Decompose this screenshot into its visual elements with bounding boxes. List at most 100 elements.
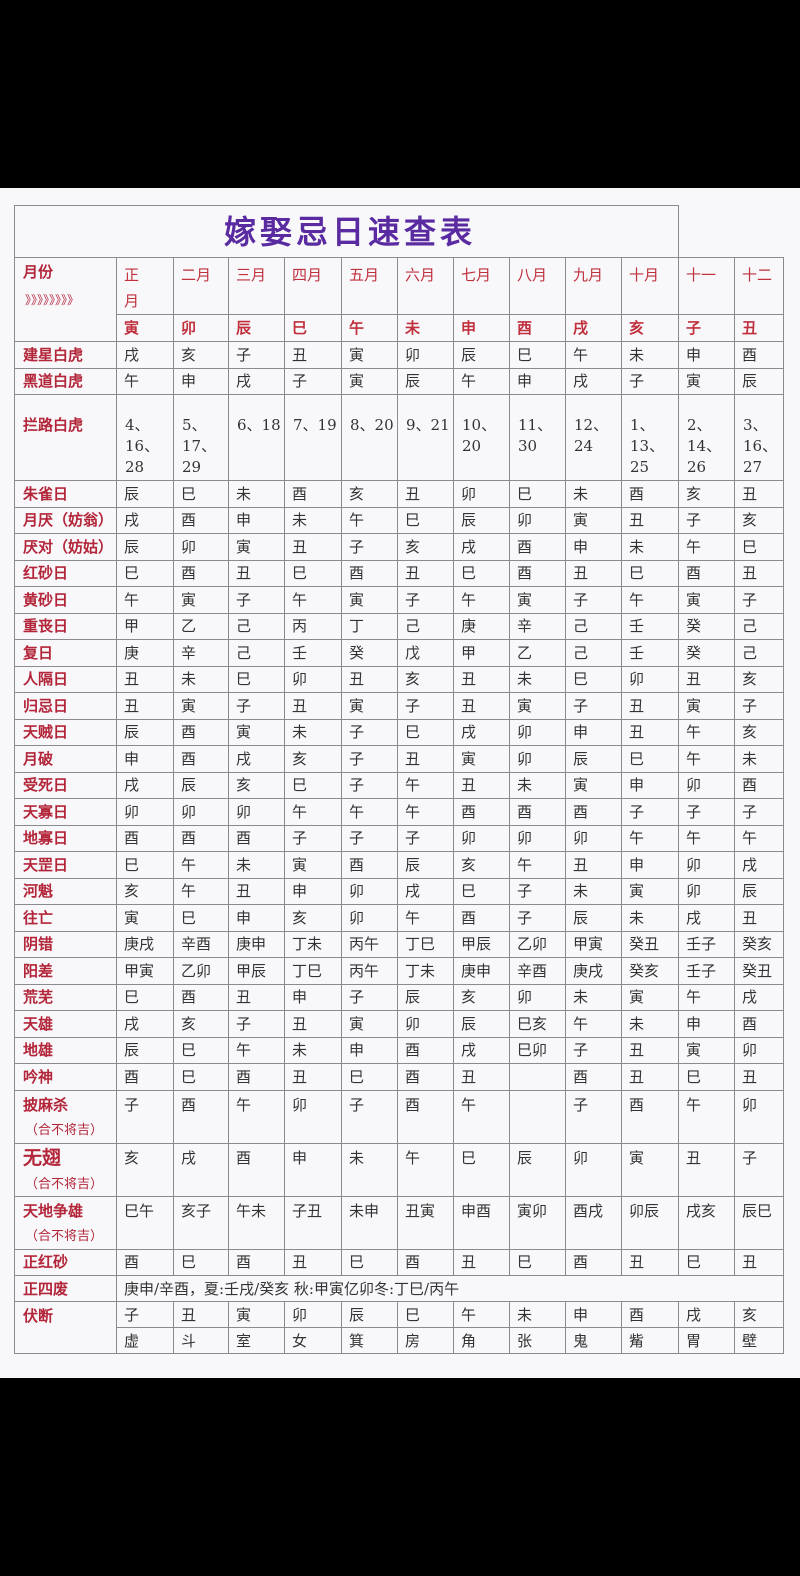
table-cell: 卯 <box>509 506 566 534</box>
row-label: 阴错 <box>23 935 54 954</box>
month-name: 十一 <box>686 266 717 284</box>
fuduan-mansion: 女 <box>284 1327 342 1354</box>
table-cell: 卯 <box>116 798 174 826</box>
row-label-cell: 披麻杀 （合不将吉） <box>14 1089 117 1144</box>
table-cell: 酉 <box>621 1089 679 1144</box>
table-cell: 丑 <box>734 1063 784 1091</box>
row-label: 天罡日 <box>23 855 69 874</box>
table-cell: 寅 <box>678 692 735 720</box>
table-cell: 巳 <box>173 1036 229 1064</box>
table-cell: 酉 <box>453 798 510 826</box>
table-cell: 戌 <box>116 1010 174 1038</box>
table-cell: 酉 <box>173 718 229 746</box>
table-cell: 辰 <box>397 983 454 1011</box>
table-cell: 戌 <box>116 771 174 799</box>
row-label-cell: 黄砂日 <box>14 586 117 614</box>
table-cell: 子 <box>734 586 784 614</box>
table-cell: 卯 <box>509 824 566 852</box>
table-cell: 己 <box>565 612 622 640</box>
table-cell: 子 <box>509 877 566 905</box>
row-label: 月厌（妨翁） <box>23 511 114 530</box>
table-cell: 卯 <box>734 1036 784 1064</box>
row-label-cell: 人隔日 <box>14 665 117 693</box>
table-cell: 申酉 <box>453 1195 510 1250</box>
row-label: 天寡日 <box>23 802 69 821</box>
table-cell: 卯 <box>173 798 229 826</box>
table-cell: 巳 <box>173 1063 229 1091</box>
table-cell: 丑 <box>453 771 510 799</box>
table-cell: 卯 <box>565 824 622 852</box>
table-cell: 申 <box>173 367 229 395</box>
table-row: 天寡日卯卯卯午午午酉酉酉子子子 <box>14 798 784 826</box>
table-cell: 巳 <box>509 341 566 369</box>
table-cell: 巳卯 <box>509 1036 566 1064</box>
table-cell: 丑 <box>621 1063 679 1091</box>
blank-corner <box>678 205 784 258</box>
row-label: 复日 <box>23 643 54 662</box>
table-cell: 辰 <box>565 904 622 932</box>
table-cell: 卯辰 <box>621 1195 679 1250</box>
month-header: 十一 <box>678 257 735 315</box>
row-label-cell: 建星白虎 <box>14 341 117 369</box>
table-cell: 辛酉 <box>509 957 566 985</box>
table-cell: 戌 <box>173 1142 229 1197</box>
table-row: 伏断子丑寅卯辰巳午未申酉戌亥 <box>14 1301 784 1354</box>
table-cell: 寅 <box>509 586 566 614</box>
table-cell: 寅 <box>678 367 735 395</box>
table-cell: 卯 <box>284 1089 342 1144</box>
table-cell: 酉 <box>228 1248 285 1276</box>
table-cell: 未申 <box>341 1195 398 1250</box>
table-cell: 酉 <box>173 559 229 587</box>
table-row: 正四废 庚申/辛酉，夏:壬戌/癸亥 秋:甲寅亿卯冬:丁巳/丙午 <box>14 1275 784 1302</box>
table-cell: 卯 <box>734 1089 784 1144</box>
table-cell: 寅 <box>341 586 398 614</box>
table-cell: 卯 <box>621 665 679 693</box>
table-cell: 癸 <box>678 612 735 640</box>
table-row: 红砂日巳酉丑巳酉丑巳酉丑巳酉丑 <box>14 559 784 587</box>
table-cell: 乙卯 <box>509 930 566 958</box>
table-cell: 卯 <box>341 877 398 905</box>
row-label: 荒芜 <box>23 988 54 1007</box>
month-branch: 申 <box>453 314 510 342</box>
table-row: 复日庚辛己壬癸戊甲乙己壬癸己 <box>14 639 784 667</box>
table-cell: 巳 <box>397 506 454 534</box>
table-cell: 辰 <box>453 506 510 534</box>
table-cell: 庚戌 <box>116 930 174 958</box>
table-cell: 丑 <box>397 480 454 508</box>
row-label: 黑道白虎 <box>23 372 84 391</box>
table-cell: 丑 <box>453 1063 510 1091</box>
table-cell: 卯 <box>678 851 735 879</box>
table-cell: 午未 <box>228 1195 285 1250</box>
table-cell: 酉 <box>341 559 398 587</box>
month-header: 十二 <box>734 257 784 315</box>
table-cell: 寅 <box>565 506 622 534</box>
table-cell: 午 <box>565 341 622 369</box>
table-cell: 戌 <box>397 877 454 905</box>
row-label: 受死日 <box>23 776 69 795</box>
table-cell: 子 <box>565 1089 622 1144</box>
table-cell: 午 <box>397 1142 454 1197</box>
table-cell: 申 <box>284 983 342 1011</box>
table-cell: 亥 <box>341 480 398 508</box>
table-cell: 酉 <box>565 1063 622 1091</box>
fuduan-mansion: 虚 <box>116 1327 174 1354</box>
table-cell: 寅 <box>284 851 342 879</box>
row-label: 正四废 <box>14 1275 117 1302</box>
table-cell: 子 <box>565 692 622 720</box>
table-cell: 亥 <box>453 851 510 879</box>
fuduan-mansion: 房 <box>397 1327 454 1354</box>
table-cell: 午 <box>228 1089 285 1144</box>
table-cell: 辰 <box>397 851 454 879</box>
table-row: 厌对（妨姑）辰卯寅丑子亥戌酉申未午巳 <box>14 533 784 561</box>
table-cell: 壬 <box>621 612 679 640</box>
table-row: 天罡日巳午未寅酉辰亥午丑申卯戌 <box>14 851 784 879</box>
table-row: 无翅 （合不将吉） 亥戌酉申未午巳辰卯寅丑子 <box>14 1142 784 1197</box>
month-name: 十二 <box>742 266 773 284</box>
row-label: 黄砂日 <box>23 590 69 609</box>
table-cell: 2、14、26 <box>678 394 735 481</box>
table-row: 地雄 辰巳午未申酉戌巳卯子丑寅卯 <box>14 1036 784 1064</box>
fuduan-branch: 子 <box>116 1301 174 1328</box>
table-row: 天贼日 辰酉寅未子巳戌卯申丑午亥 <box>14 718 784 746</box>
table-cell: 丑 <box>284 341 342 369</box>
table-cell: 亥 <box>734 718 784 746</box>
